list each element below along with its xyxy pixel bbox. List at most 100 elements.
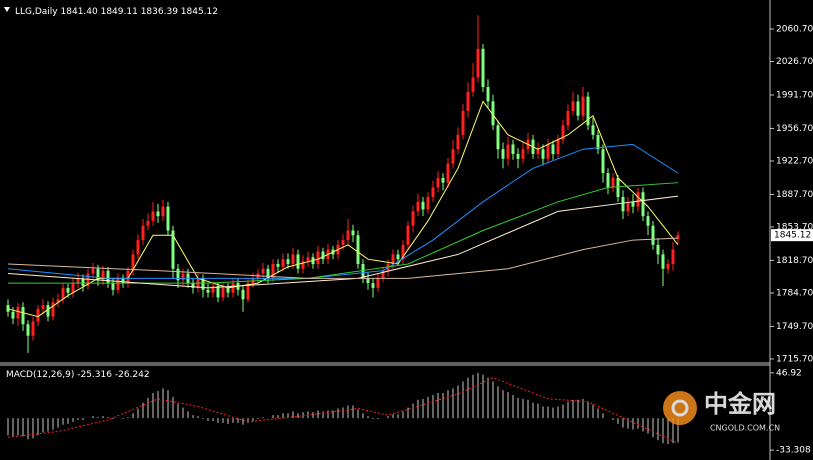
candle-body bbox=[601, 149, 605, 174]
candle-body bbox=[226, 287, 230, 293]
candle-body bbox=[676, 235, 680, 239]
candle-body bbox=[301, 261, 305, 269]
candle-body bbox=[466, 91, 470, 111]
candle-body bbox=[241, 289, 245, 300]
candle-body bbox=[546, 144, 550, 159]
candle-body bbox=[576, 101, 580, 116]
candle-body bbox=[261, 268, 265, 274]
ohlc-low: 1836.39 bbox=[141, 7, 178, 17]
macd-value: -25.316 bbox=[77, 370, 112, 380]
candle-body bbox=[131, 254, 135, 271]
candle-body bbox=[291, 254, 295, 264]
watermark-brand: 中金网 bbox=[704, 390, 776, 418]
candle-body bbox=[296, 254, 300, 269]
candle-body bbox=[281, 259, 285, 267]
candle-body bbox=[41, 305, 45, 309]
candle-body bbox=[201, 278, 205, 290]
candle-body bbox=[11, 311, 15, 319]
candle-body bbox=[136, 240, 140, 255]
candle-body bbox=[571, 101, 575, 111]
candle-body bbox=[376, 278, 380, 288]
y-tick-label: 1887.70 bbox=[776, 190, 813, 200]
candle-body bbox=[536, 149, 540, 154]
candle-body bbox=[146, 220, 150, 226]
candle-body bbox=[151, 211, 155, 221]
candle-body bbox=[56, 299, 60, 303]
candle-body bbox=[636, 192, 640, 207]
candle-body bbox=[346, 230, 350, 241]
watermark-logo bbox=[671, 399, 689, 417]
moving-average bbox=[7, 195, 679, 289]
candle-body bbox=[61, 287, 65, 300]
candle-body bbox=[156, 211, 160, 217]
candle-body bbox=[161, 206, 165, 217]
watermark-logo bbox=[663, 391, 697, 425]
y-tick-label: 2026.70 bbox=[776, 57, 813, 67]
y-tick-label: -33.308 bbox=[776, 446, 811, 456]
candle-body bbox=[431, 187, 435, 198]
candle-body bbox=[666, 263, 670, 269]
candle-body bbox=[471, 77, 475, 92]
candle-body bbox=[371, 283, 375, 288]
candle-body bbox=[551, 144, 555, 154]
candle-body bbox=[521, 149, 525, 159]
candle-body bbox=[246, 283, 250, 300]
candle-body bbox=[641, 192, 645, 217]
candle-body bbox=[486, 87, 490, 102]
candle-body bbox=[106, 270, 110, 284]
candle-body bbox=[126, 270, 130, 284]
candle-body bbox=[611, 177, 615, 188]
macd-title: MACD(12,26,9) bbox=[6, 370, 74, 380]
ohlc-high: 1849.11 bbox=[101, 7, 138, 17]
candle-body bbox=[341, 240, 345, 245]
candle-body bbox=[381, 270, 385, 279]
candle-body bbox=[661, 254, 665, 269]
ohlc-open: 1841.40 bbox=[61, 7, 98, 17]
candle-body bbox=[36, 308, 40, 322]
candle-body bbox=[616, 177, 620, 198]
candle-body bbox=[176, 268, 180, 281]
candle-body bbox=[211, 285, 215, 293]
candle-body bbox=[646, 216, 650, 226]
candle-body bbox=[366, 278, 370, 284]
y-tick-label: 1715.70 bbox=[776, 354, 813, 364]
candle-body bbox=[671, 249, 675, 264]
candle-body bbox=[286, 259, 290, 264]
candle-body bbox=[221, 287, 225, 298]
candle-body bbox=[396, 254, 400, 260]
y-tick-label: 1922.70 bbox=[776, 156, 813, 166]
candle-body bbox=[406, 225, 410, 245]
candle-body bbox=[356, 235, 360, 264]
candle-body bbox=[141, 225, 145, 241]
candle-body bbox=[401, 244, 405, 260]
candle-body bbox=[81, 278, 85, 286]
candle-body bbox=[561, 125, 565, 140]
candle-body bbox=[586, 96, 590, 126]
y-tick-label: 46.92 bbox=[776, 368, 802, 378]
candle-body bbox=[51, 302, 55, 317]
signal-line bbox=[7, 377, 679, 444]
candle-body bbox=[481, 48, 485, 88]
candle-body bbox=[271, 263, 275, 279]
candle-body bbox=[116, 278, 120, 290]
y-tick-label: 1818.70 bbox=[776, 256, 813, 266]
candle-body bbox=[96, 268, 100, 281]
candle-body bbox=[651, 225, 655, 245]
candle-body bbox=[446, 163, 450, 183]
ohlc-close: 1845.12 bbox=[181, 7, 218, 17]
candle-body bbox=[411, 211, 415, 226]
candle-body bbox=[581, 96, 585, 116]
candle-body bbox=[496, 125, 500, 150]
price-label-box bbox=[771, 229, 813, 242]
watermark: 中金网 CNGOLD.COM.CN bbox=[663, 390, 780, 433]
candle-body bbox=[426, 197, 430, 210]
candle-body bbox=[306, 257, 310, 262]
candle-body bbox=[21, 307, 25, 325]
candle-body bbox=[351, 230, 355, 236]
candle-body bbox=[6, 305, 10, 312]
candle-body bbox=[91, 268, 95, 274]
y-tick-label: 1784.70 bbox=[776, 288, 813, 298]
candle-body bbox=[71, 283, 75, 293]
